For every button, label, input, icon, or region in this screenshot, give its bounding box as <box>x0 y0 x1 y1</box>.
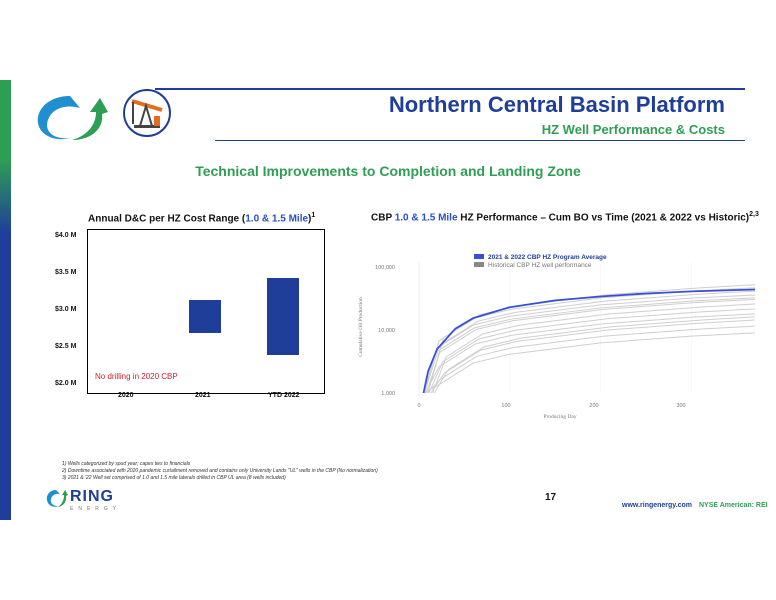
cost-xtick-label: 2020 <box>118 392 134 399</box>
perf-chart: 2021 & 2022 CBP HZ Program Average Histo… <box>350 232 755 422</box>
ring-logo-text: RING <box>70 488 114 505</box>
perf-xtick-label: 100 <box>501 403 510 409</box>
side-accent-bar <box>0 80 11 520</box>
perf-y-axis-label: Cumulative Oil Production <box>358 297 364 357</box>
program-average-line <box>422 288 755 394</box>
historical-well-line <box>428 308 755 394</box>
footnote: 2) Downtime associated with 2020 pandemi… <box>62 468 378 474</box>
perf-xtick-label: 300 <box>676 403 685 409</box>
perf-ytick-label: 100,000 <box>375 265 395 271</box>
cost-ytick-label: $2.0 M <box>55 380 77 387</box>
historical-well-line <box>434 316 755 394</box>
perf-x-axis-label: Producing Day <box>543 414 576 420</box>
pumpjack-icon <box>123 89 171 137</box>
footnote: 3) 2021 & '22 Well set comprised of 1.0 … <box>62 475 286 481</box>
perf-ytick-label: 10,000 <box>378 328 395 334</box>
header-rule <box>155 88 745 90</box>
no-drilling-annotation: No drilling in 2020 CBP <box>95 372 178 381</box>
footnote: 1) Wells categorized by spud year; capex… <box>62 461 191 467</box>
cost-xtick-label: YTD 2022 <box>268 392 300 399</box>
section-headline: Technical Improvements to Completion and… <box>195 163 581 179</box>
cost-xtick-label: 2021 <box>195 392 211 399</box>
cost-range-bar <box>267 277 299 356</box>
perf-chart-title: CBP 1.0 & 1.5 Mile HZ Performance – Cum … <box>371 211 759 224</box>
ring-logo-subtext: ENERGY <box>70 506 122 512</box>
legend-label-historical: Historical CBP HZ well performance <box>488 262 592 269</box>
cost-chart-title: Annual D&C per HZ Cost Range (1.0 & 1.5 … <box>88 212 316 225</box>
historical-well-line <box>423 297 755 394</box>
historical-well-line <box>423 332 755 394</box>
page-subtitle: HZ Well Performance & Costs <box>541 122 725 137</box>
cost-ytick-label: $4.0 M <box>55 232 77 239</box>
page-title: Northern Central Basin Platform <box>388 92 725 117</box>
perf-xtick-label: 200 <box>589 403 598 409</box>
cost-ytick-label: $2.5 M <box>55 343 77 350</box>
cost-ytick-label: $3.0 M <box>55 306 77 313</box>
historical-well-line <box>424 313 755 394</box>
website-link[interactable]: www.ringenergy.com <box>622 502 693 509</box>
cost-range-bar <box>189 299 221 334</box>
subtitle-rule <box>215 140 745 141</box>
ring-logo-icon <box>46 490 68 507</box>
stock-ticker: NYSE American: REI <box>699 502 768 509</box>
ring-swoosh-logo-icon <box>37 96 108 140</box>
historical-well-line <box>430 319 755 394</box>
historical-well-line <box>432 303 755 394</box>
cost-ytick-label: $3.5 M <box>55 269 77 276</box>
page-number: 17 <box>545 492 557 503</box>
perf-ytick-label: 1,000 <box>381 391 395 397</box>
perf-xtick-label: 0 <box>417 403 420 409</box>
legend-swatch-historical <box>474 262 484 267</box>
legend-swatch-program <box>474 254 484 259</box>
legend-label-program: 2021 & 2022 CBP HZ Program Average <box>488 254 607 261</box>
